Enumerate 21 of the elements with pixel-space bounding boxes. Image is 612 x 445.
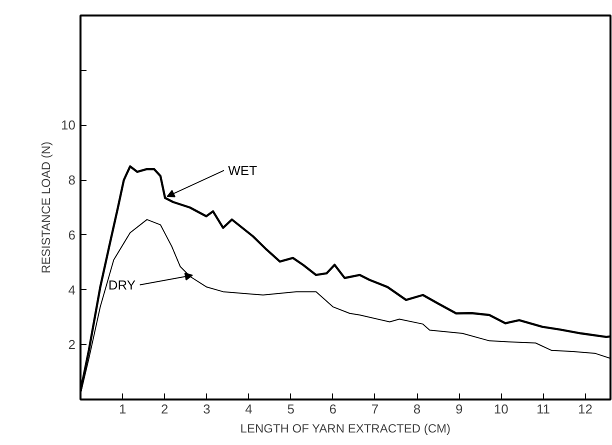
y-tick-label: 2 [68,337,76,352]
x-tick-label: 4 [245,402,252,416]
x-axis-title: LENGTH OF YARN EXTRACTED (CM) [240,422,451,436]
x-tick-label: 10 [494,402,508,416]
text: WET [228,162,258,178]
x-tick-label: 11 [536,402,550,416]
x-tick-label: 5 [287,402,294,416]
y-tick-label: 8 [68,172,76,188]
x-tick-label: 9 [455,402,463,416]
x-tick-label: 6 [329,402,336,416]
x-tick-label: 8 [413,402,421,416]
y-tick-label: 6 [68,227,76,242]
x-tick-label: 1 [118,402,126,416]
x-tick-label: 7 [371,402,379,416]
legend-label: DRY [108,277,136,292]
y-axis-title: RESISTANCE LOAD (N) [39,142,54,274]
x-tick-label: 12 [578,402,592,416]
x-tick-label: 2 [161,402,168,416]
y-tick-label: 4 [68,282,76,298]
y-tick-label: 10 [61,118,76,133]
x-tick-label: 3 [203,402,210,416]
